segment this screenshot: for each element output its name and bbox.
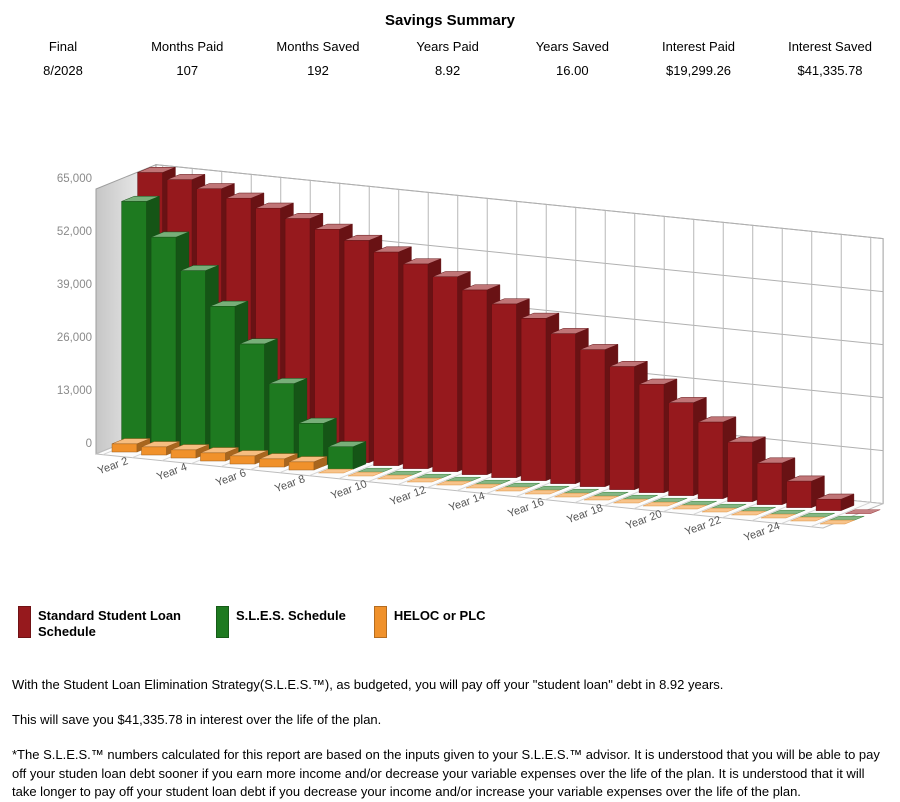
note-disclaimer: *The S.L.E.S.™ numbers calculated for th…	[12, 747, 880, 799]
legend-label: HELOC or PLC	[393, 608, 486, 623]
summary-label: Final	[48, 39, 78, 54]
summary-col-5: Interest Paid $19,299.26	[662, 39, 735, 78]
svg-text:Year 24: Year 24	[742, 520, 781, 544]
summary-label: Interest Paid	[662, 39, 736, 54]
summary-label: Months Saved	[276, 39, 360, 54]
legend-item-1: S.L.E.S. Schedule	[216, 606, 346, 638]
summary-label: Months Paid	[151, 39, 224, 54]
legend-swatch	[373, 606, 387, 638]
svg-text:65,000: 65,000	[57, 173, 92, 185]
summary-col-0: Final 8/2028	[28, 39, 98, 78]
summary-col-4: Years Saved 16.00	[536, 39, 609, 78]
summary-col-3: Years Paid 8.92	[413, 39, 483, 78]
note-savings: This will save you $41,335.78 in interes…	[12, 712, 382, 728]
legend-item-0: Standard Student Loan Schedule	[18, 606, 188, 641]
summary-col-1: Months Paid 107	[151, 39, 223, 78]
legend-label: S.L.E.S. Schedule	[236, 608, 346, 623]
legend-item-2: HELOC or PLC	[373, 606, 486, 638]
svg-text:0: 0	[86, 438, 92, 450]
summary-label: Years Saved	[535, 39, 609, 54]
summary-value: 8/2028	[43, 63, 83, 78]
summary-value: 192	[307, 63, 329, 78]
note-payoff: With the Student Loan Elimination Strate…	[12, 677, 724, 692]
legend-swatch	[18, 606, 31, 638]
summary-value: 8.92	[434, 63, 461, 78]
chart-legend: Standard Student Loan Schedule S.L.E.S. S…	[18, 606, 514, 641]
summary-value: $19,299.26	[665, 63, 732, 78]
page-title: Savings Summary	[384, 12, 516, 29]
svg-text:Year 6: Year 6	[214, 467, 248, 489]
summary-value: 107	[176, 63, 199, 78]
svg-text:13,000: 13,000	[57, 385, 92, 397]
svg-text:Year 2: Year 2	[96, 455, 130, 477]
summary-row: Final 8/2028 Months Paid 107 Months Saved 192…	[0, 39, 900, 78]
summary-label: Interest Saved	[788, 39, 872, 54]
svg-text:Year 16: Year 16	[506, 496, 545, 520]
report-header: Savings Summary Final 8/2028 Months Paid 10…	[0, 12, 900, 78]
svg-text:Year 10: Year 10	[329, 478, 368, 502]
svg-text:Year 14: Year 14	[447, 490, 486, 514]
svg-text:52,000: 52,000	[57, 226, 92, 238]
svg-text:26,000: 26,000	[57, 332, 92, 344]
svg-text:Year 18: Year 18	[565, 502, 604, 526]
svg-text:39,000: 39,000	[57, 279, 92, 291]
series-1-bars	[121, 195, 865, 521]
svg-text:Year 22: Year 22	[683, 514, 722, 538]
legend-swatch	[216, 606, 229, 638]
svg-text:Year 8: Year 8	[273, 473, 307, 495]
svg-text:Year 4: Year 4	[155, 461, 189, 483]
summary-value: $41,335.78	[797, 63, 863, 78]
summary-col-6: Interest Saved $41,335.78	[788, 39, 872, 78]
summary-col-2: Months Saved 192	[276, 39, 359, 78]
y-axis-labels: 0 13,000 26,000 39,000 52,000 65,000	[57, 173, 92, 450]
report-notes: With the Student Loan Elimination Strate…	[12, 676, 890, 801]
series-2-bars	[111, 438, 855, 525]
svg-text:Year 12: Year 12	[388, 484, 427, 508]
legend-label: Standard Student Loan Schedule	[38, 608, 181, 640]
summary-value: 16.00	[556, 63, 589, 78]
svg-text:Year 20: Year 20	[624, 508, 663, 532]
savings-chart: 0 13,000 26,000 39,000 52,000 65,000 Year 2 Yea…	[57, 163, 884, 544]
summary-label: Years Paid	[416, 39, 479, 54]
